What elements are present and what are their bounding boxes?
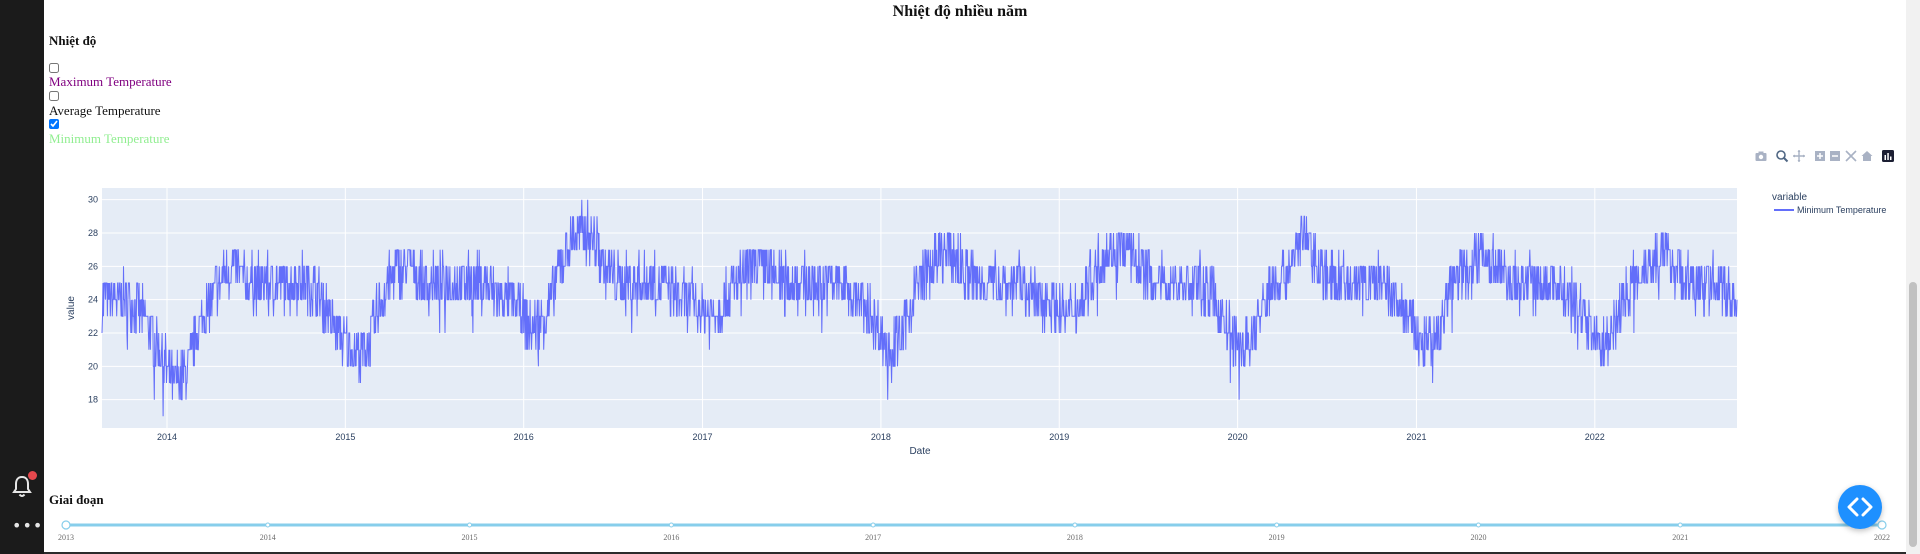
notification-badge — [28, 471, 37, 480]
avg-temp-label: Average Temperature — [49, 103, 161, 118]
period-slider-label: 2015 — [462, 533, 478, 542]
zoom-icon[interactable] — [1775, 149, 1789, 163]
legend-item-minimum-temperature[interactable]: Minimum Temperature — [1797, 205, 1886, 215]
legend-title: variable — [1772, 192, 1807, 203]
bottom-divider — [44, 552, 1906, 554]
y-tick-label: 24 — [88, 295, 98, 305]
period-heading: Giai đoạn — [49, 492, 104, 507]
period-slider-dot — [668, 522, 674, 528]
bell-icon[interactable] — [10, 474, 34, 500]
more-icon[interactable]: ••• — [12, 516, 44, 535]
period-slider-handle-end[interactable] — [1877, 520, 1887, 530]
min-temp-checkbox[interactable] — [49, 119, 59, 129]
pan-icon[interactable] — [1792, 149, 1806, 163]
zoom-out-icon[interactable] — [1828, 149, 1842, 163]
period-slider-label: 2018 — [1067, 533, 1083, 542]
avg-temp-checkbox[interactable] — [49, 91, 59, 101]
page-title: Nhiệt độ nhiều năm — [892, 3, 1028, 20]
x-tick-label: 2015 — [335, 432, 355, 442]
period-slider-dot — [467, 522, 473, 528]
x-tick-label: 2022 — [1585, 432, 1605, 442]
period-slider-handle-start[interactable] — [61, 520, 71, 530]
autoscale-icon[interactable] — [1844, 149, 1858, 163]
period-slider-label: 2022 — [1874, 533, 1890, 542]
period-slider-label: 2014 — [260, 533, 276, 542]
scrollbar-thumb[interactable] — [1909, 282, 1917, 547]
y-tick-label: 28 — [88, 228, 98, 238]
page-scrollbar[interactable] — [1906, 0, 1920, 554]
y-tick-labels: 18 20 22 24 26 28 30 — [88, 195, 98, 405]
y-tick-label: 30 — [88, 195, 98, 205]
left-sidebar: ••• — [0, 0, 44, 554]
legend[interactable]: variable Minimum Temperature — [1772, 192, 1886, 215]
x-tick-label: 2021 — [1406, 432, 1426, 442]
reset-axes-icon[interactable] — [1860, 149, 1874, 163]
y-tick-label: 20 — [88, 361, 98, 371]
temperature-heading: Nhiệt độ — [49, 33, 97, 48]
plot-background — [102, 188, 1737, 428]
period-slider-dot — [265, 522, 271, 528]
period-slider-label: 2013 — [58, 533, 74, 542]
plotly-logo-icon[interactable] — [1881, 149, 1895, 163]
x-tick-label: 2016 — [514, 432, 534, 442]
period-slider-dot — [1677, 522, 1683, 528]
series-line-minimum-temperature — [101, 199, 1738, 417]
period-slider-dot — [1072, 522, 1078, 528]
period-slider-label: 2019 — [1269, 533, 1285, 542]
y-tick-label: 26 — [88, 261, 98, 271]
max-temp-checkbox[interactable] — [49, 63, 59, 73]
chart-modebar — [0, 149, 1920, 163]
x-tick-labels: 2014 2015 2016 2017 2018 2019 2020 2021 2022 — [157, 432, 1605, 442]
period-slider-marks: 2013 2014 2015 2016 2017 2018 2019 2020 2021 2022 — [58, 522, 1890, 542]
period-slider-dot — [870, 522, 876, 528]
x-tick-label: 2019 — [1049, 432, 1069, 442]
period-slider-label: 2017 — [865, 533, 881, 542]
code-toggle-button[interactable] — [1838, 485, 1882, 529]
x-tick-label: 2020 — [1228, 432, 1248, 442]
code-icon — [1847, 497, 1873, 517]
x-tick-label: 2018 — [871, 432, 891, 442]
period-slider-label: 2020 — [1470, 533, 1486, 542]
x-tick-label: 2017 — [693, 432, 713, 442]
period-slider-label: 2021 — [1672, 533, 1688, 542]
y-axis-title: value — [66, 296, 77, 320]
min-temp-label: Minimum Temperature — [49, 131, 170, 146]
period-slider-label: 2016 — [663, 533, 679, 542]
max-temp-label: Maximum Temperature — [49, 74, 172, 89]
period-slider-dot — [1475, 522, 1481, 528]
x-tick-label: 2014 — [157, 432, 177, 442]
x-axis-title: Date — [909, 446, 931, 457]
period-slider-dot — [1274, 522, 1280, 528]
camera-icon[interactable] — [1754, 149, 1768, 163]
y-tick-label: 18 — [88, 395, 98, 405]
zoom-in-icon[interactable] — [1813, 149, 1827, 163]
y-tick-label: 22 — [88, 328, 98, 338]
